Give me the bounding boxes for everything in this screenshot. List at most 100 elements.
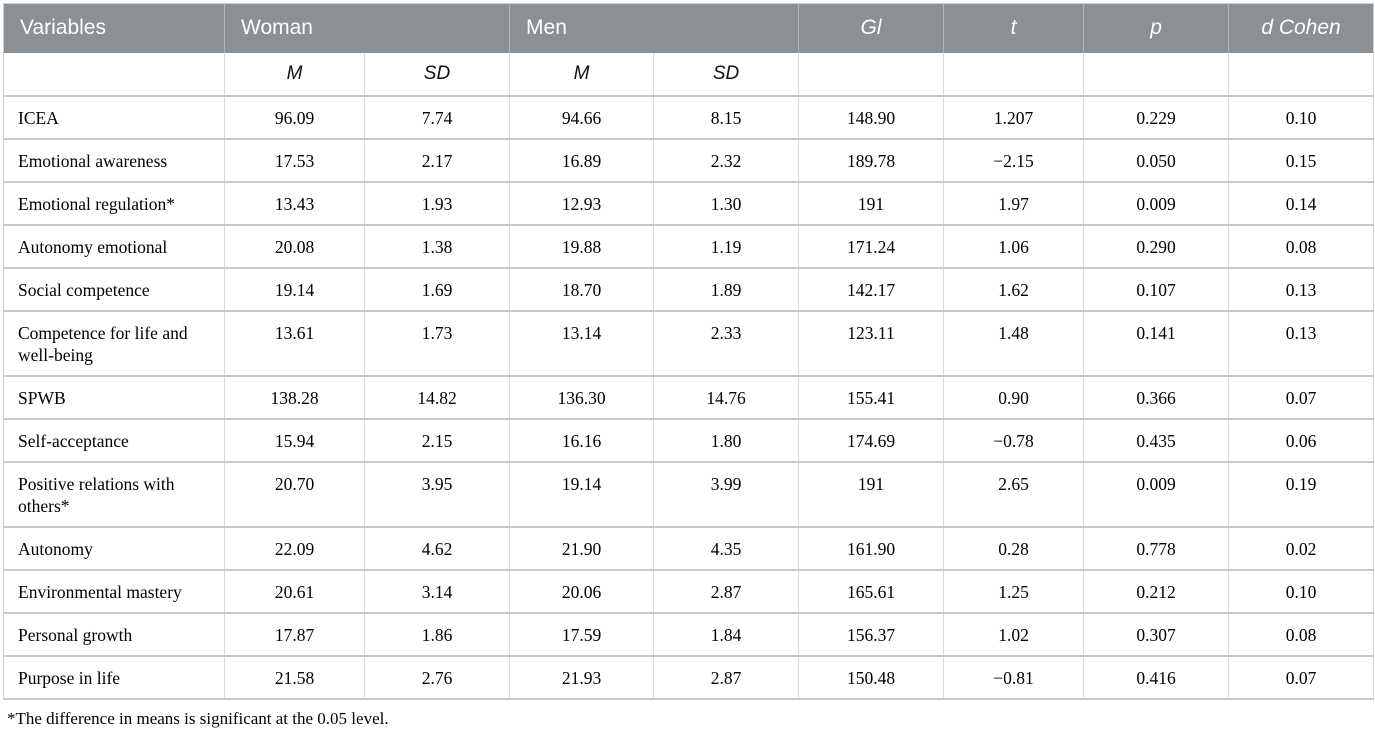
men-sd-cell: 2.87 [653,569,799,614]
p-cell: 0.290 [1083,224,1229,269]
t-cell: −0.78 [943,418,1084,463]
t-cell: 2.65 [943,461,1084,528]
woman-m-cell: 20.70 [224,461,365,528]
men-m-cell: 19.88 [509,224,654,269]
variable-cell: Social competence [3,267,225,312]
table-row: SPWB 138.28 14.82 136.30 14.76 155.41 0.… [3,375,1374,420]
men-sd-cell: 14.76 [653,375,799,420]
men-sd-cell: 1.30 [653,181,799,226]
men-m-cell: 12.93 [509,181,654,226]
significance-footnote: *The difference in means is significant … [7,708,389,728]
t-cell: 1.62 [943,267,1084,312]
woman-m-cell: 17.53 [224,138,365,183]
t-cell: 1.207 [943,95,1084,140]
table-row: ICEA 96.09 7.74 94.66 8.15 148.90 1.207 … [3,95,1374,140]
t-cell: 0.90 [943,375,1084,420]
table-row: Autonomy 22.09 4.62 21.90 4.35 161.90 0.… [3,526,1374,571]
header-woman-group: Woman [223,3,510,53]
woman-m-cell: 21.58 [224,655,365,700]
men-sd-cell: 2.87 [653,655,799,700]
subheader-woman-sd: SD [363,52,510,97]
d-cohen-cell: 0.13 [1228,310,1374,377]
gl-cell: 171.24 [798,224,944,269]
gl-cell: 123.11 [798,310,944,377]
header-d-cohen: d Cohen [1228,3,1374,53]
d-cohen-cell: 0.10 [1228,95,1374,140]
d-cohen-cell: 0.19 [1228,461,1374,528]
woman-sd-cell: 2.17 [363,138,510,183]
woman-sd-cell: 1.69 [363,267,510,312]
woman-m-cell: 13.43 [224,181,365,226]
woman-m-cell: 19.14 [224,267,365,312]
woman-sd-cell: 1.73 [363,310,510,377]
p-cell: 0.107 [1083,267,1229,312]
men-sd-cell: 2.32 [653,138,799,183]
t-cell: 1.25 [943,569,1084,614]
t-cell: 1.02 [943,612,1084,657]
men-sd-cell: 4.35 [653,526,799,571]
table-row: Emotional regulation* 13.43 1.93 12.93 1… [3,181,1374,226]
gl-cell: 148.90 [798,95,944,140]
gl-cell: 161.90 [798,526,944,571]
p-cell: 0.778 [1083,526,1229,571]
subheader-men-m: M [509,52,654,97]
subheader-empty [1083,52,1229,97]
gl-cell: 191 [798,461,944,528]
p-cell: 0.141 [1083,310,1229,377]
woman-sd-cell: 3.14 [363,569,510,614]
p-cell: 0.212 [1083,569,1229,614]
subheader-woman-m: M [224,52,365,97]
subheader-row: M SD M SD [3,52,1374,97]
gl-cell: 156.37 [798,612,944,657]
subheader-empty [3,52,225,97]
subheader-men-sd: SD [653,52,799,97]
table-row: Competence for life and well-being 13.61… [3,310,1374,377]
table-row: Environmental mastery 20.61 3.14 20.06 2… [3,569,1374,614]
men-m-cell: 21.90 [509,526,654,571]
woman-sd-cell: 14.82 [363,375,510,420]
gl-cell: 191 [798,181,944,226]
d-cohen-cell: 0.10 [1228,569,1374,614]
variable-cell: Emotional regulation* [3,181,225,226]
header-p: p [1083,3,1229,53]
variable-cell: Purpose in life [3,655,225,700]
woman-sd-cell: 2.15 [363,418,510,463]
t-cell: 1.06 [943,224,1084,269]
d-cohen-cell: 0.14 [1228,181,1374,226]
gl-cell: 189.78 [798,138,944,183]
d-cohen-cell: 0.02 [1228,526,1374,571]
men-m-cell: 136.30 [509,375,654,420]
men-m-cell: 20.06 [509,569,654,614]
d-cohen-cell: 0.07 [1228,655,1374,700]
variable-cell: Emotional awareness [3,138,225,183]
d-cohen-cell: 0.15 [1228,138,1374,183]
variable-cell: Environmental mastery [3,569,225,614]
stats-table: Variables Woman Men Gl t p d Cohen M SD … [3,3,1375,700]
woman-sd-cell: 7.74 [363,95,510,140]
men-m-cell: 94.66 [509,95,654,140]
p-cell: 0.050 [1083,138,1229,183]
woman-sd-cell: 3.95 [363,461,510,528]
variable-cell: Competence for life and well-being [3,310,225,377]
p-cell: 0.366 [1083,375,1229,420]
p-cell: 0.009 [1083,181,1229,226]
t-cell: 1.48 [943,310,1084,377]
woman-sd-cell: 1.93 [363,181,510,226]
header-men-group: Men [509,3,799,53]
men-sd-cell: 1.19 [653,224,799,269]
table-row: Self-acceptance 15.94 2.15 16.16 1.80 17… [3,418,1374,463]
variable-cell: Autonomy [3,526,225,571]
t-cell: −0.81 [943,655,1084,700]
men-m-cell: 16.89 [509,138,654,183]
p-cell: 0.009 [1083,461,1229,528]
woman-m-cell: 138.28 [224,375,365,420]
gl-cell: 155.41 [798,375,944,420]
d-cohen-cell: 0.06 [1228,418,1374,463]
woman-m-cell: 17.87 [224,612,365,657]
header-gl: Gl [798,3,944,53]
d-cohen-cell: 0.13 [1228,267,1374,312]
gl-cell: 150.48 [798,655,944,700]
table-row: Autonomy emotional 20.08 1.38 19.88 1.19… [3,224,1374,269]
t-cell: −2.15 [943,138,1084,183]
